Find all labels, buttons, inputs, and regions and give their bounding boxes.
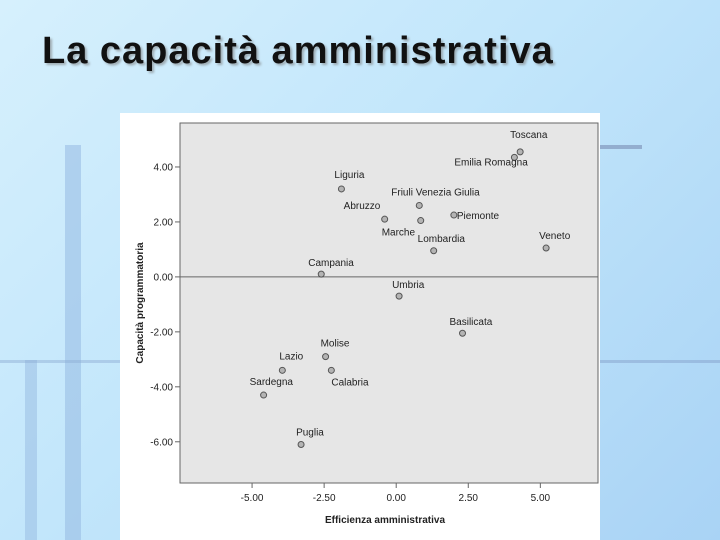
x-tick-label: 5.00: [531, 493, 551, 504]
chart-panel: -5.00 -2.50 0.00 2.50 5.00 4.00 2.00 0.00 -2.00…: [120, 113, 600, 540]
data-point: [430, 247, 438, 255]
x-tick-label: 0.00: [386, 493, 406, 504]
data-point-label: Molise: [321, 339, 350, 350]
x-tick-label: -2.50: [313, 493, 336, 504]
data-point-label: Friuli Venezia Giulia: [391, 187, 480, 198]
slide-title: La capacità amministrativa: [42, 30, 554, 72]
x-axis: -5.00 -2.50 0.00 2.50 5.00: [241, 483, 551, 504]
data-point-label: Marche: [382, 228, 416, 239]
data-point-label: Calabria: [331, 377, 369, 388]
data-point: [516, 148, 524, 156]
data-point-label: Basilicata: [450, 317, 493, 328]
data-points: Toscana Emilia Romagna Liguria Friuli Venez…: [250, 130, 571, 449]
decorative-bar: [0, 360, 120, 363]
decorative-bar: [65, 145, 81, 540]
x-tick-label: -5.00: [241, 493, 264, 504]
data-point-label: Emilia Romagna: [454, 157, 528, 168]
y-axis-title: Capacità programmatoria: [135, 242, 146, 364]
y-tick-label: 4.00: [154, 162, 174, 173]
data-point-label: Toscana: [510, 130, 548, 141]
data-point-label: Lazio: [279, 351, 303, 362]
y-tick-label: -4.00: [150, 382, 173, 393]
data-point: [337, 185, 345, 193]
data-point: [450, 211, 458, 219]
data-point: [381, 215, 389, 223]
y-tick-label: 0.00: [154, 272, 174, 283]
data-point: [510, 153, 518, 161]
data-point: [260, 391, 268, 399]
data-point-label: Veneto: [539, 231, 571, 242]
data-point-label: Puglia: [296, 428, 324, 439]
data-point: [322, 353, 330, 361]
data-point: [395, 292, 403, 300]
data-point-label: Piemonte: [457, 211, 500, 222]
data-point: [327, 366, 335, 374]
y-axis: 4.00 2.00 0.00 -2.00 -4.00 -6.00: [150, 162, 180, 448]
data-point-label: Umbria: [392, 280, 425, 291]
data-point: [317, 270, 325, 278]
data-point: [542, 244, 550, 252]
data-point: [278, 366, 286, 374]
data-point: [417, 217, 425, 225]
x-tick-label: 2.50: [459, 493, 479, 504]
data-point-label: Abruzzo: [344, 201, 381, 212]
y-tick-label: 2.00: [154, 217, 174, 228]
data-point-label: Sardegna: [250, 377, 294, 388]
data-point-label: Campania: [308, 258, 354, 269]
x-axis-title: Efficienza amministrativa: [325, 515, 445, 526]
decorative-bar: [600, 145, 642, 149]
y-tick-label: -2.00: [150, 327, 173, 338]
plot-area: [179, 122, 599, 484]
data-point: [459, 329, 467, 337]
decorative-bar: [25, 360, 37, 540]
data-point-label: Liguria: [334, 170, 364, 181]
data-point: [297, 441, 305, 449]
scatter-chart: -5.00 -2.50 0.00 2.50 5.00 4.00 2.00 0.00 -2.00…: [135, 122, 599, 526]
data-point: [415, 201, 423, 209]
y-tick-label: -6.00: [150, 437, 173, 448]
decorative-bar: [600, 360, 720, 363]
data-point-label: Lombardia: [418, 234, 466, 245]
